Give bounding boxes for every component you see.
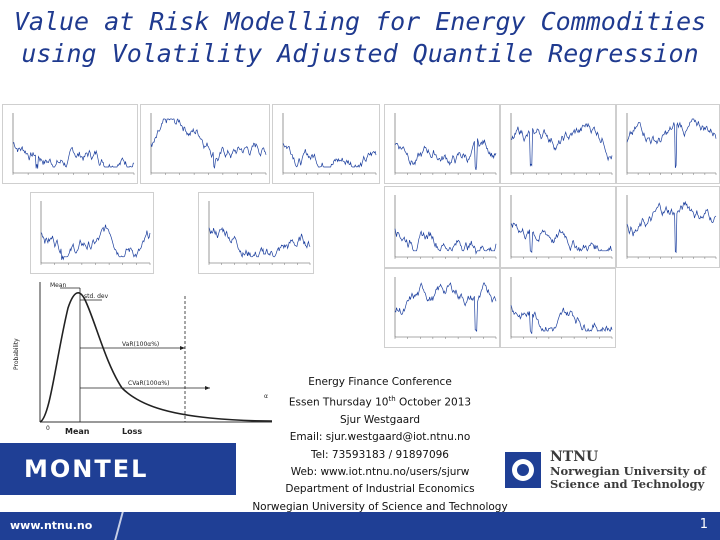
series-line: [208, 226, 311, 258]
info-department: Department of Industrial Economics: [285, 483, 475, 496]
series-line: [394, 228, 497, 255]
mini-chart-2: [140, 104, 270, 184]
title-line-2: using Volatility Adjusted Quantile Regre…: [21, 39, 699, 68]
info-conference: Energy Finance Conference: [308, 376, 452, 388]
series-line: [510, 222, 613, 254]
grid-chart-6: [616, 186, 720, 268]
series-line: [626, 118, 717, 169]
label-var: VaR(100α%): [122, 341, 159, 348]
axis-frame: [40, 201, 150, 264]
label-zero: 0: [46, 425, 50, 432]
mini-chart-5: [198, 192, 314, 274]
mini-chart-3: [272, 104, 380, 184]
label-cvar: CVaR(100α%): [128, 380, 169, 387]
footer-url[interactable]: www.ntnu.no: [10, 519, 93, 532]
series-line: [394, 138, 497, 170]
info-author: Sjur Westgaard: [339, 414, 421, 427]
grid-chart-3: [616, 104, 720, 184]
info-date: Essen Thursday 10th October 2013: [288, 395, 472, 409]
mini-chart-1: [2, 104, 138, 184]
label-loss: Loss: [122, 427, 142, 436]
series-line: [40, 224, 151, 261]
montel-label: MONTEL: [24, 455, 149, 483]
axis-frame: [510, 113, 612, 174]
label-alpha: α: [264, 393, 268, 400]
conference-info: Energy Finance Conference Essen Thursday…: [236, 374, 524, 516]
label-mean-top: Mean: [50, 282, 67, 289]
mini-chart-4: [30, 192, 154, 274]
grid-chart-1: [384, 104, 500, 184]
series-line: [394, 282, 497, 332]
axis-frame: [510, 195, 612, 258]
series-line: [510, 305, 613, 334]
montel-logo: MONTEL: [0, 443, 236, 495]
page-number: 1: [699, 517, 708, 532]
axis-frame: [394, 277, 496, 338]
grid-chart-2: [500, 104, 616, 184]
ntnu-wordmark: NTNU Norwegian University of Science and…: [550, 449, 706, 491]
grid-chart-5: [500, 186, 616, 268]
var-distribution-diagram: Probability Mean std. dev VaR(100α%) CVa…: [10, 278, 280, 440]
footer-bar: www.ntnu.no 1: [0, 512, 720, 540]
grid-chart-8: [500, 268, 616, 348]
ntnu-logo-icon: [505, 452, 541, 488]
title-line-1: Value at Risk Modelling for Energy Commo…: [13, 7, 707, 36]
info-web[interactable]: Web: www.iot.ntnu.no/users/sjurw: [290, 465, 470, 478]
axis-frame: [12, 113, 134, 174]
slide-title: Value at Risk Modelling for Energy Commo…: [0, 6, 720, 70]
ntnu-name: NTNU: [550, 449, 599, 465]
y-axis-label: Probability: [13, 338, 20, 370]
info-tel: Tel: 73593183 / 91897096: [311, 448, 449, 461]
grid-chart-7: [384, 268, 500, 348]
axis-frame: [626, 195, 716, 258]
series-line: [12, 142, 135, 169]
ntnu-line-1: Norwegian University of: [550, 464, 706, 478]
series-line: [510, 122, 613, 167]
series-line: [282, 142, 377, 168]
info-email[interactable]: Email: sjur.westgaard@iot.ntnu.no: [289, 431, 471, 444]
series-line: [626, 200, 717, 254]
label-mean-axis: Mean: [65, 427, 90, 436]
label-std-dev: std. dev: [84, 293, 109, 300]
ntnu-line-2: Science and Technology: [550, 477, 705, 491]
series-line: [150, 118, 267, 169]
grid-chart-4: [384, 186, 500, 268]
axis-frame: [626, 113, 716, 174]
info-university: Norwegian University of Science and Tech…: [252, 500, 508, 513]
axis-frame: [150, 113, 266, 174]
footer-divider: [114, 512, 124, 540]
